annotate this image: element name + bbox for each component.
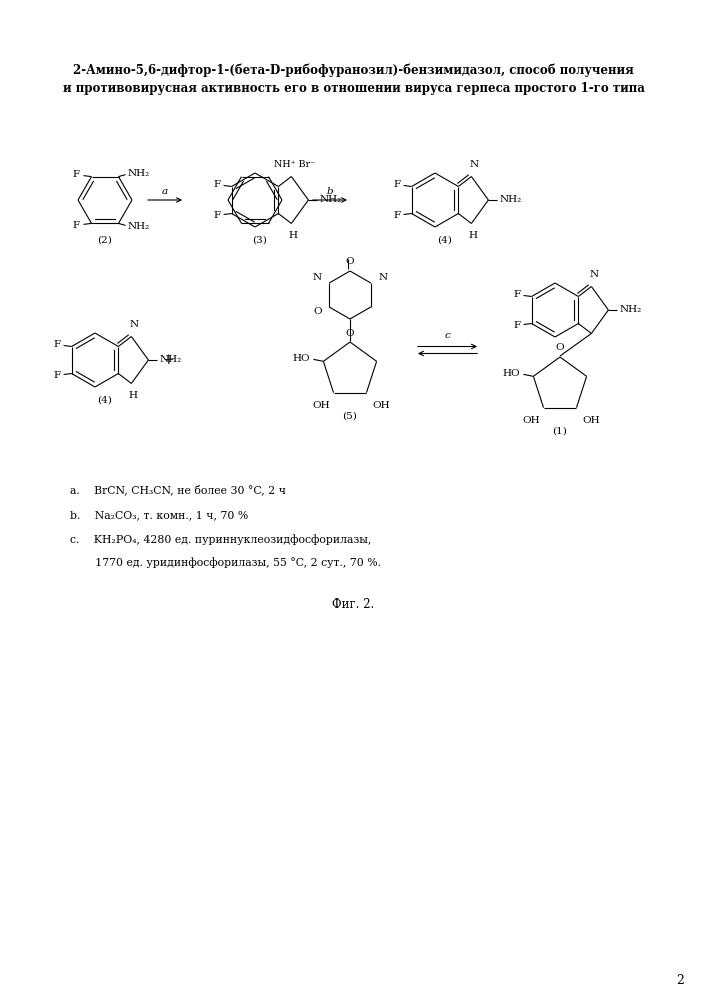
Text: и противовирусная активность его в отношении вируса герпеса простого 1-го типа: и противовирусная активность его в отнош… [62,82,645,95]
Text: O: O [346,256,354,265]
Text: F: F [213,211,220,220]
Text: NH₂: NH₂ [127,222,150,231]
Text: a: a [162,188,168,196]
Text: HO: HO [293,354,310,363]
Text: N: N [312,273,322,282]
Text: N: N [378,273,387,282]
Text: (4): (4) [438,235,452,244]
Text: H: H [289,231,298,240]
Text: F: F [513,321,520,330]
Text: c: c [444,330,450,340]
Text: NH₂: NH₂ [619,306,641,314]
Text: Фиг. 2.: Фиг. 2. [332,598,375,611]
Text: b.  Na₂CO₃, т. комн., 1 ч, 70 %: b. Na₂CO₃, т. комн., 1 ч, 70 % [70,510,248,520]
Text: N: N [590,270,599,279]
Text: HO: HO [503,369,520,378]
Text: H: H [469,231,478,240]
Text: 2: 2 [676,974,684,986]
Text: b: b [327,188,333,196]
Text: +: + [162,353,174,367]
Text: OH: OH [583,416,600,425]
Text: O: O [556,344,564,353]
Text: H: H [129,391,138,400]
Text: NH⁺ Br⁻: NH⁺ Br⁻ [274,160,315,169]
Text: F: F [53,371,60,380]
Text: c.  KH₂PO₄, 4280 ед. пуриннуклеозидфосфорилазы,: c. KH₂PO₄, 4280 ед. пуриннуклеозидфосфор… [70,535,371,545]
Text: 1770 ед. уридинфосфорилазы, 55 °C, 2 сут., 70 %.: 1770 ед. уридинфосфорилазы, 55 °C, 2 сут… [70,558,381,568]
Text: OH: OH [373,401,390,410]
Text: OH: OH [522,416,540,425]
Text: (4): (4) [98,395,112,404]
Text: (1): (1) [553,426,568,436]
Text: a.  BrCN, CH₃CN, не более 30 °C, 2 ч: a. BrCN, CH₃CN, не более 30 °C, 2 ч [70,485,286,495]
Text: F: F [513,290,520,299]
Text: F: F [393,211,400,220]
Text: OH: OH [312,401,330,410]
Text: N: N [130,320,139,329]
Text: F: F [53,340,60,349]
Text: F: F [73,221,80,230]
Text: 2-Амино-5,6-дифтор-1-(бета-D-рибофуранозил)-бензимидазол, способ получения: 2-Амино-5,6-дифтор-1-(бета-D-рибофураноз… [73,63,634,77]
Text: F: F [73,170,80,179]
Text: NH₂: NH₂ [499,196,522,205]
Text: F: F [213,180,220,189]
Text: N: N [470,160,479,169]
Text: (5): (5) [343,412,358,420]
Text: NH₂: NH₂ [320,196,341,205]
Text: F: F [393,180,400,189]
Text: (3): (3) [252,235,267,244]
Text: NH₂: NH₂ [127,169,150,178]
Text: NH₂: NH₂ [159,356,182,364]
Text: O: O [313,308,322,316]
Text: (2): (2) [98,235,112,244]
Text: O: O [346,328,354,338]
